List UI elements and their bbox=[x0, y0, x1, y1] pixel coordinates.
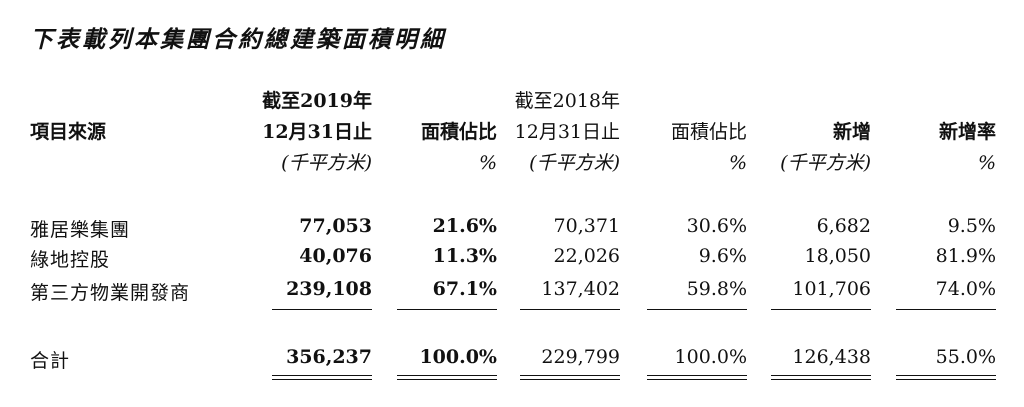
header-source: 項目來源 bbox=[30, 121, 107, 143]
header-c1-line2: 12月31日止 bbox=[262, 121, 372, 143]
total-c5: 126,438 bbox=[792, 346, 871, 368]
header-c4-line1: 面積佔比 bbox=[670, 121, 747, 143]
total-c2: 100.0% bbox=[419, 346, 497, 368]
total-rule-bottom-c1 bbox=[272, 379, 372, 380]
total-rule-bottom-c3 bbox=[520, 379, 620, 380]
total-rule-top-c4 bbox=[647, 375, 747, 376]
row2-c2: 11.3% bbox=[432, 245, 497, 267]
total-rule-bottom-c2 bbox=[397, 379, 497, 380]
row1-c2: 21.6% bbox=[432, 215, 497, 237]
header-c3-unit: (千平方米) bbox=[529, 152, 620, 174]
header-c2-line1: 面積佔比 bbox=[420, 121, 497, 143]
row2-c5: 18,050 bbox=[804, 245, 871, 267]
row3-c3: 137,402 bbox=[541, 278, 620, 300]
row2-c3: 22,026 bbox=[553, 245, 620, 267]
subtotal-rule-c1 bbox=[272, 309, 372, 310]
row-label-third-party: 第三方物業開發商 bbox=[30, 282, 191, 304]
header-c4-unit: % bbox=[728, 152, 747, 174]
subtotal-rule-c6 bbox=[896, 309, 996, 310]
row-label-agile: 雅居樂集團 bbox=[30, 219, 131, 241]
row3-c2: 67.1% bbox=[432, 278, 497, 300]
total-rule-top-c2 bbox=[397, 375, 497, 376]
row3-c4: 59.8% bbox=[686, 278, 747, 300]
total-rule-top-c1 bbox=[272, 375, 372, 376]
row1-c6: 9.5% bbox=[947, 215, 996, 237]
header-c1-unit: (千平方米) bbox=[281, 152, 372, 174]
row1-c3: 70,371 bbox=[553, 215, 620, 237]
total-rule-bottom-c6 bbox=[896, 379, 996, 380]
subtotal-rule-c4 bbox=[647, 309, 747, 310]
row3-c5: 101,706 bbox=[792, 278, 871, 300]
total-rule-bottom-c5 bbox=[771, 379, 871, 380]
header-c5-line1: 新增 bbox=[832, 121, 871, 143]
subtotal-rule-c2 bbox=[397, 309, 497, 310]
header-c3-line2: 12月31日止 bbox=[514, 121, 620, 143]
row-label-greenland: 綠地控股 bbox=[30, 249, 111, 271]
total-c4: 100.0% bbox=[674, 346, 747, 368]
header-c6-line1: 新增率 bbox=[938, 121, 996, 143]
header-c6-unit: % bbox=[977, 152, 996, 174]
row3-c1: 239,108 bbox=[286, 278, 372, 300]
header-c2-unit: % bbox=[478, 152, 497, 174]
row2-c1: 40,076 bbox=[299, 245, 372, 267]
row2-c6: 81.9% bbox=[935, 245, 996, 267]
row2-c4: 9.6% bbox=[698, 245, 747, 267]
total-c3: 229,799 bbox=[541, 346, 620, 368]
total-rule-top-c6 bbox=[896, 375, 996, 376]
subtotal-rule-c5 bbox=[771, 309, 871, 310]
total-c6: 55.0% bbox=[935, 346, 996, 368]
total-c1: 356,237 bbox=[286, 346, 372, 368]
subtotal-rule-c3 bbox=[520, 309, 620, 310]
total-rule-bottom-c4 bbox=[647, 379, 747, 380]
row1-c5: 6,682 bbox=[816, 215, 871, 237]
total-rule-top-c5 bbox=[771, 375, 871, 376]
row-label-total: 合計 bbox=[30, 350, 71, 372]
row1-c4: 30.6% bbox=[686, 215, 747, 237]
total-rule-top-c3 bbox=[520, 375, 620, 376]
header-c3-line1: 截至2018年 bbox=[514, 90, 620, 112]
row1-c1: 77,053 bbox=[299, 215, 372, 237]
table-title: 下表載列本集團合約總建築面積明細 bbox=[30, 26, 446, 53]
header-c5-unit: (千平方米) bbox=[780, 152, 871, 174]
header-c1-line1: 截至2019年 bbox=[262, 90, 372, 112]
row3-c6: 74.0% bbox=[935, 278, 996, 300]
